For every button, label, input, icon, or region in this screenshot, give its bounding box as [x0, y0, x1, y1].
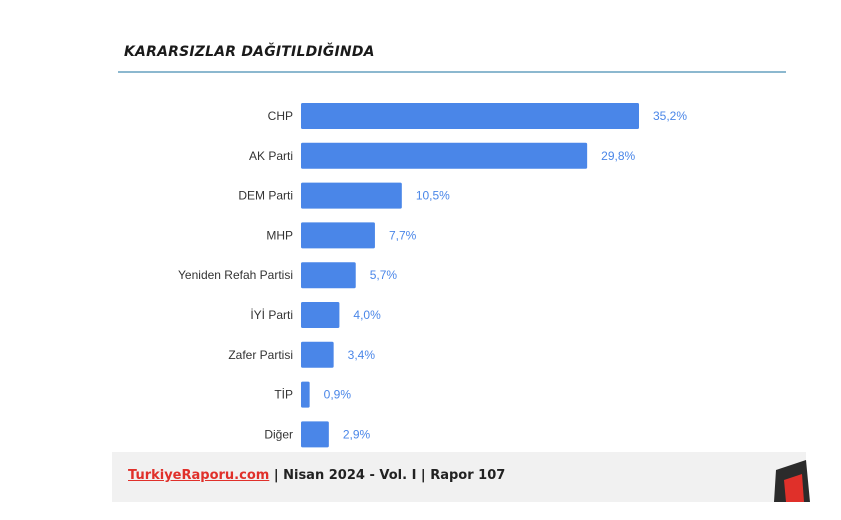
value-label-dem-parti: 10,5%	[416, 189, 450, 203]
bar-yeniden-refah-partisi	[301, 262, 356, 289]
value-label-di-er: 2,9%	[343, 427, 371, 441]
bar-chp	[301, 103, 639, 129]
value-label-ti-p: 0,9%	[324, 388, 352, 402]
category-label-di-er: Diğer	[264, 427, 293, 441]
bar-chart: CHP 35,2% AK Parti 29,8% DEM Parti 10,5% MHP 7,…	[178, 103, 687, 448]
footer-details: | Nisan 2024 - Vol. I | Rapor 107	[269, 468, 506, 483]
value-label-zafer-partisi: 3,4%	[348, 348, 376, 362]
category-label-ak-parti: AK Parti	[249, 149, 293, 163]
title-divider	[118, 71, 786, 73]
bar-ti-p	[301, 381, 310, 408]
value-label-ak-parti: 29,8%	[601, 149, 635, 163]
category-label-chp: CHP	[268, 109, 293, 123]
category-label-yeniden-refah-partisi: Yeniden Refah Partisi	[178, 268, 293, 282]
footer-site-link[interactable]: TurkiyeRaporu.com	[128, 468, 270, 483]
category-label-mhp: MHP	[266, 228, 293, 242]
category-label-dem-parti: DEM Parti	[238, 189, 293, 203]
bar-ak-parti	[301, 142, 588, 169]
bar-i-yi-parti	[301, 302, 340, 328]
bar-di-er	[301, 421, 329, 448]
footer-band	[112, 452, 806, 502]
bar-mhp	[301, 222, 375, 249]
category-label-zafer-partisi: Zafer Partisi	[228, 348, 293, 362]
category-label-ti-p: TİP	[274, 388, 293, 402]
value-label-i-yi-parti: 4,0%	[353, 308, 381, 322]
brand-logo-icon	[770, 456, 810, 502]
bar-zafer-partisi	[301, 341, 334, 368]
bar-dem-parti	[301, 182, 402, 209]
value-label-yeniden-refah-partisi: 5,7%	[370, 268, 398, 282]
category-label-i-yi-parti: İYİ Parti	[250, 308, 293, 322]
footer: TurkiyeRaporu.com | Nisan 2024 - Vol. I …	[128, 468, 505, 483]
value-label-mhp: 7,7%	[389, 228, 417, 242]
chart-title: KARARSIZLAR DAĞITILDIĞINDA	[124, 44, 375, 60]
value-label-chp: 35,2%	[653, 109, 687, 123]
